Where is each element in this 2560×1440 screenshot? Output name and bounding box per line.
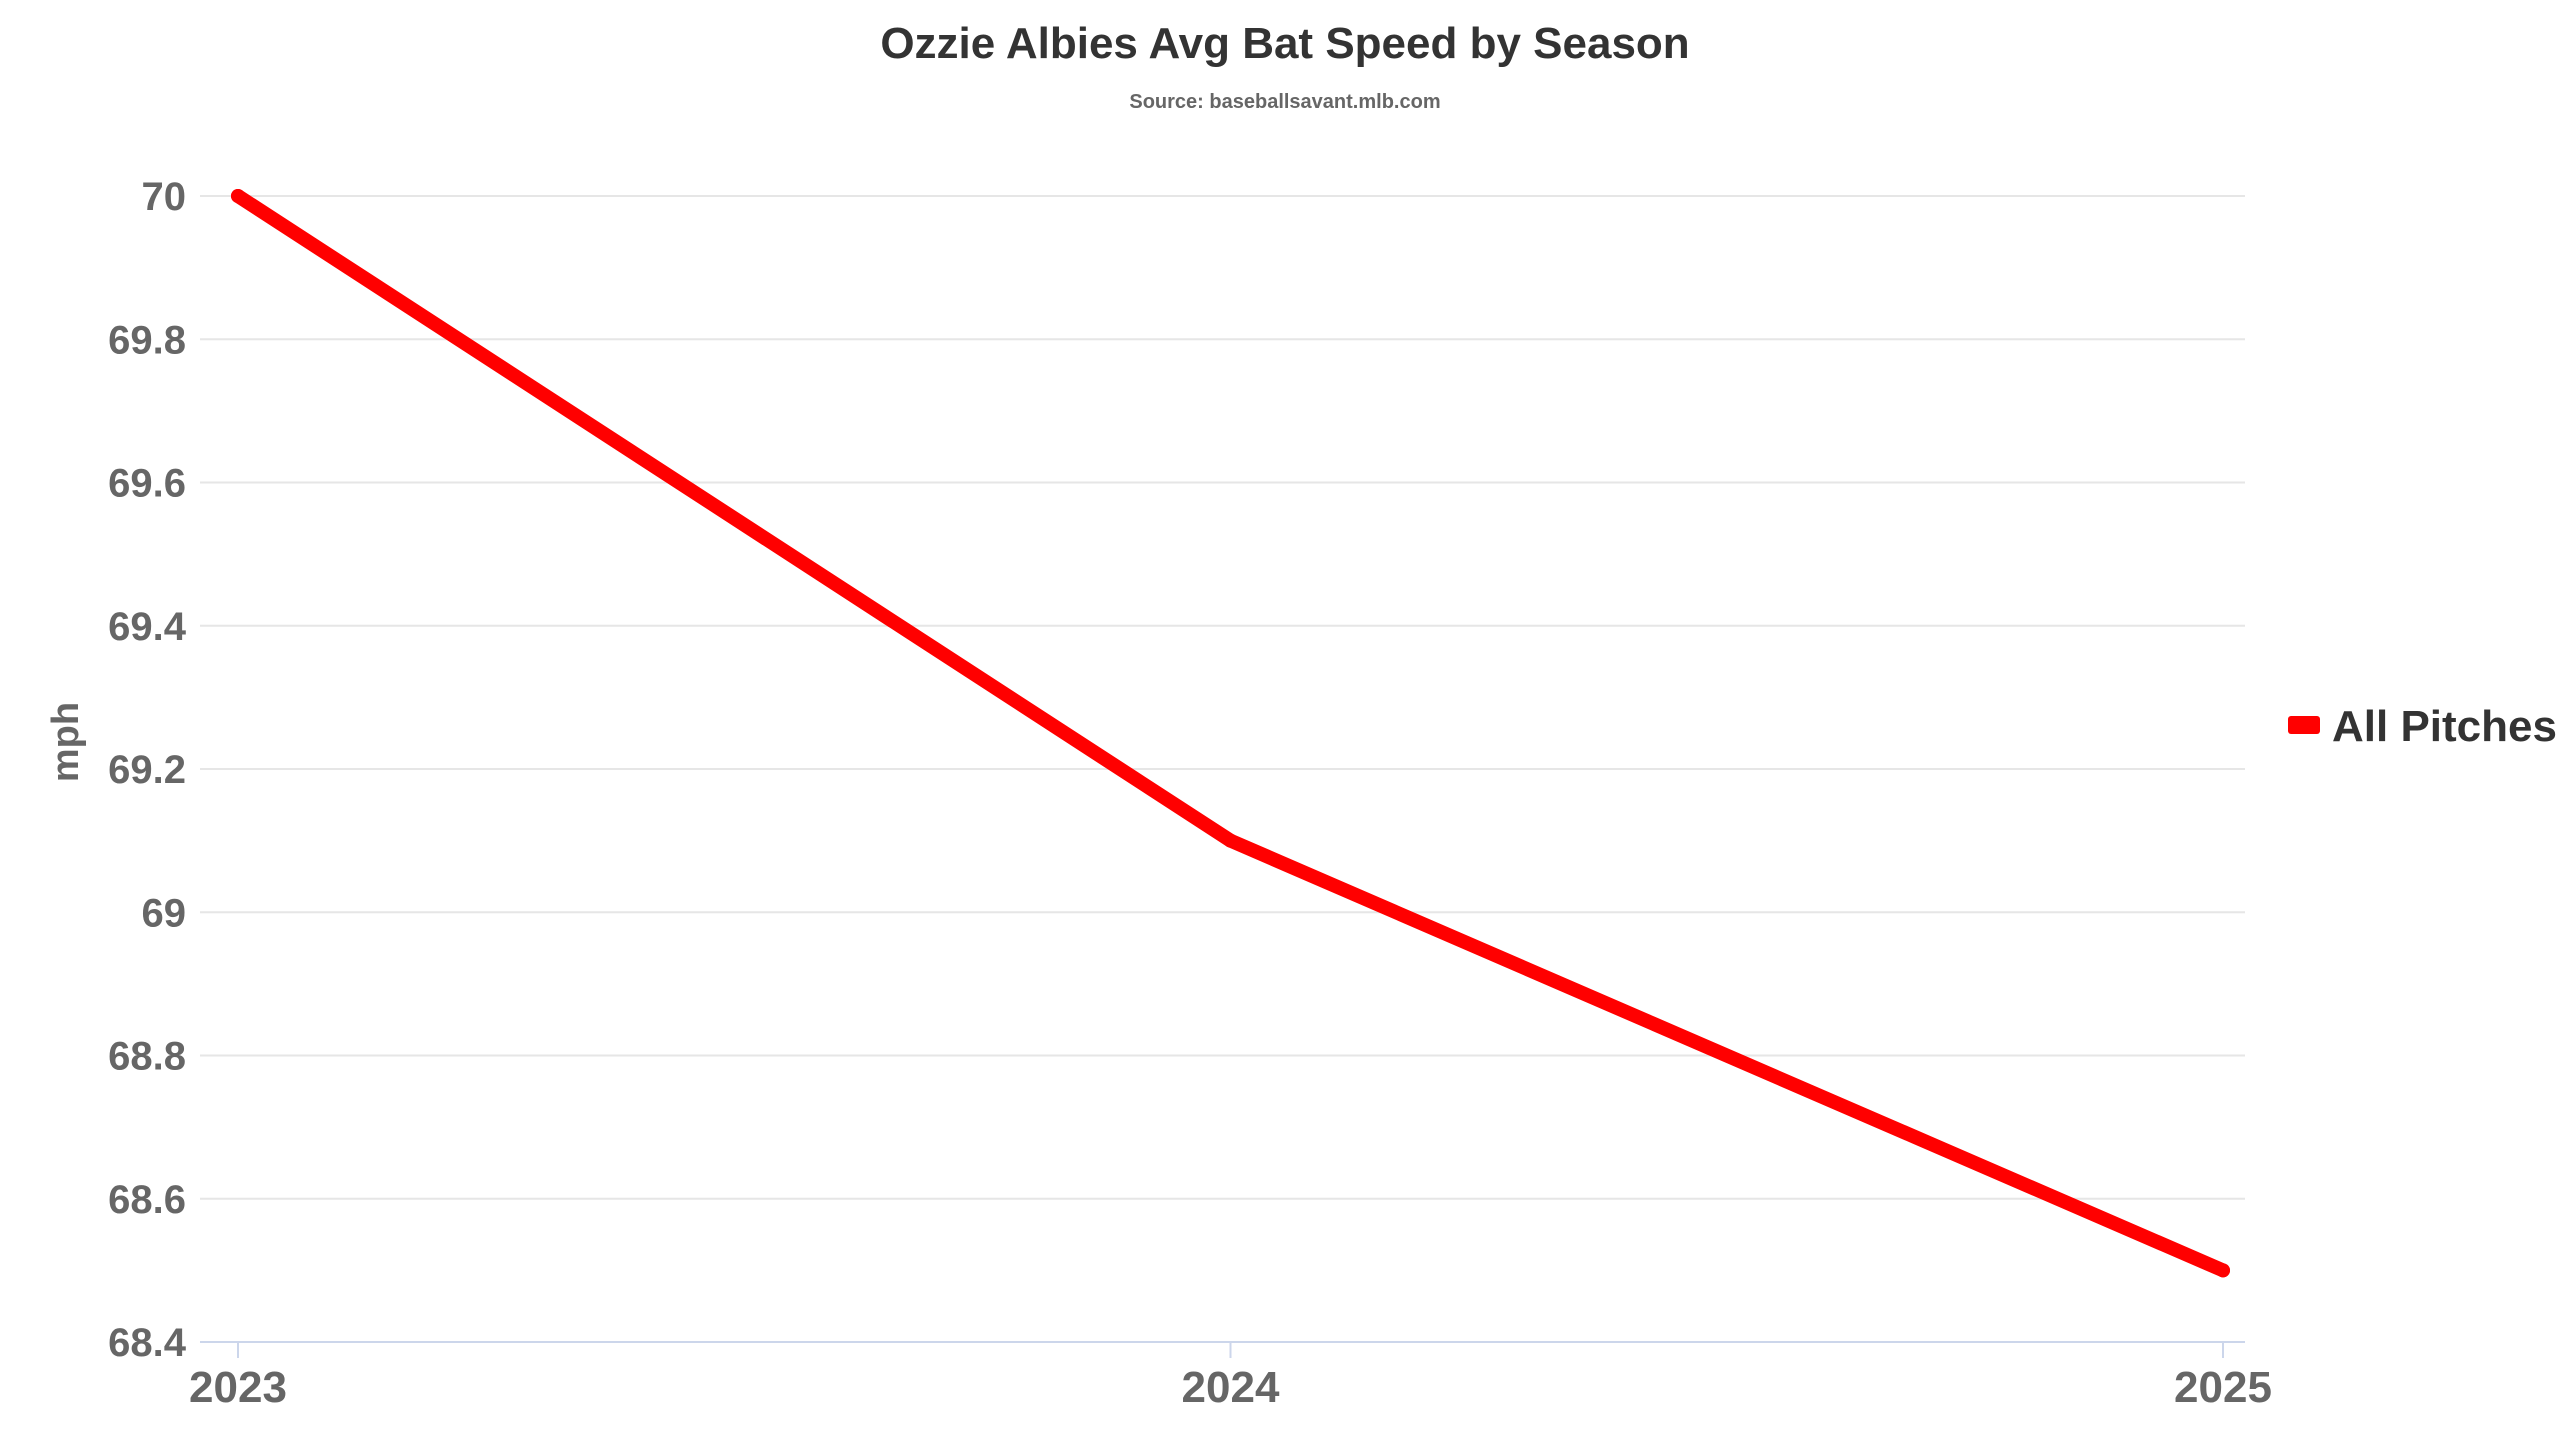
y-tick-label: 69.2 xyxy=(108,748,186,792)
y-tick-label: 69 xyxy=(142,891,187,935)
series xyxy=(231,189,2230,1278)
series-line-all-pitches xyxy=(231,189,2230,1278)
y-tick-label: 68.6 xyxy=(108,1178,186,1222)
gridlines xyxy=(200,195,2245,1200)
data-point[interactable] xyxy=(231,189,245,203)
legend-item-label[interactable]: All Pitches xyxy=(2332,702,2557,751)
y-tick-label: 69.4 xyxy=(108,605,187,649)
x-tick-label: 2024 xyxy=(1182,1363,1280,1412)
data-point[interactable] xyxy=(1223,833,1238,848)
legend-swatch xyxy=(2288,716,2320,734)
chart-subtitle: Source: baseballsavant.mlb.com xyxy=(1129,91,1440,113)
data-point[interactable] xyxy=(2216,1263,2230,1278)
y-axis-label: mph xyxy=(45,702,87,782)
chart-title: Ozzie Albies Avg Bat Speed by Season xyxy=(880,19,1689,68)
x-tick-label: 2023 xyxy=(189,1363,287,1412)
y-tick-label: 68.8 xyxy=(108,1035,186,1079)
y-tick-label: 69.6 xyxy=(108,462,186,506)
axes: 68.4 68.6 68.8 69 69.2 69.4 69.6 69.8 70 2023 2024… xyxy=(108,175,2272,1412)
y-tick-label: 68.4 xyxy=(108,1321,187,1365)
y-tick-label: 70 xyxy=(142,175,187,219)
x-tick-label: 2025 xyxy=(2174,1363,2272,1412)
legend: All Pitches xyxy=(2288,702,2557,751)
y-tick-label: 69.8 xyxy=(108,318,186,362)
